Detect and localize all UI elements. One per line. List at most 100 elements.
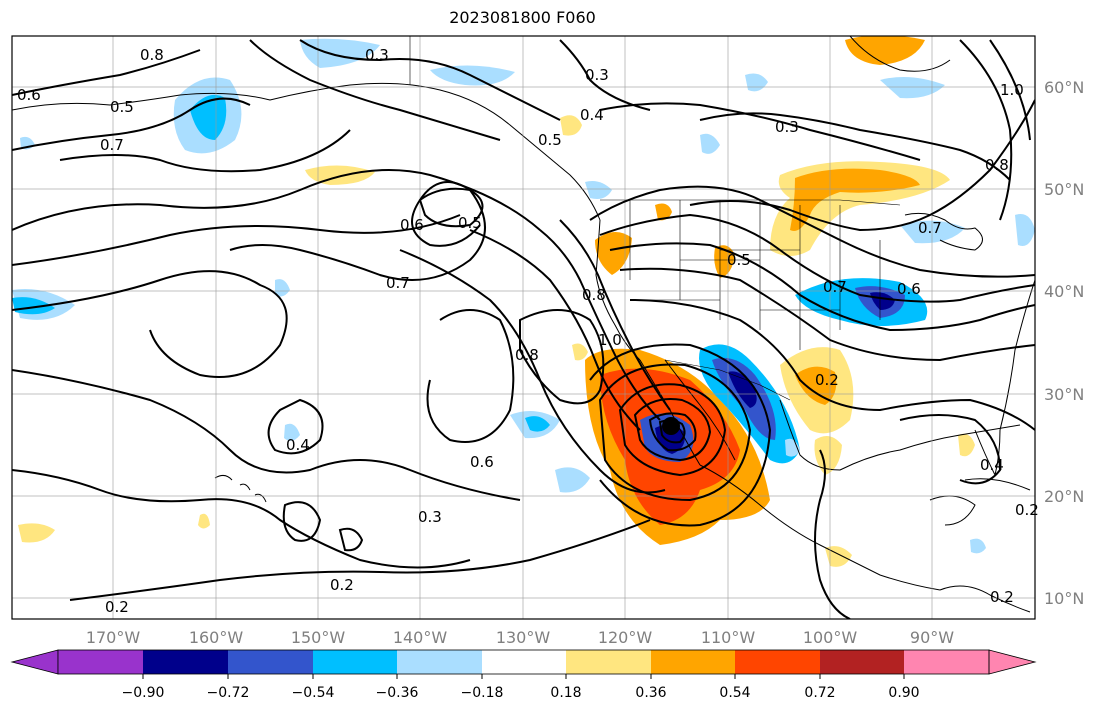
contour-line xyxy=(814,449,851,619)
contour-label: 0.6 xyxy=(470,453,494,471)
contour-line xyxy=(12,214,461,266)
colorbar-tick-label: −0.72 xyxy=(207,685,250,701)
contour-label: 0.7 xyxy=(823,278,847,296)
shade-positive-gulf-ak xyxy=(560,115,582,136)
contour-line xyxy=(609,242,1035,332)
lat-tick-label: 20°N xyxy=(1044,487,1084,506)
colorbar-segment xyxy=(651,650,735,674)
contour-line xyxy=(249,39,501,141)
contour-line xyxy=(12,469,471,569)
shade-positive-central-pac xyxy=(198,513,210,529)
lon-tick-label: 150°W xyxy=(291,628,346,647)
coastline-hudson xyxy=(849,36,951,72)
contour-label: 0.5 xyxy=(727,251,751,269)
colorbar-frame xyxy=(57,649,990,675)
contour-line xyxy=(267,398,324,455)
contour-line xyxy=(689,99,1035,232)
shade-negative-canada xyxy=(880,76,945,99)
contour-label: 0.8 xyxy=(140,46,164,64)
colorbar-tick-label: −0.36 xyxy=(376,685,419,701)
contour-label: 0.2 xyxy=(815,371,839,389)
lon-tick-label: 110°W xyxy=(701,628,756,647)
contour-line xyxy=(559,39,651,111)
border-states-a xyxy=(629,200,881,350)
shade-positive-sw-pac xyxy=(18,523,55,543)
contour-line xyxy=(699,112,1011,181)
colorbar-tick-label: 0.90 xyxy=(888,685,919,701)
contour-label-group: 0.8 0.3 0.6 0.5 0.7 0.3 0.4 0.5 0.3 1.0 … xyxy=(17,46,1039,616)
contour-label: 0.5 xyxy=(538,131,562,149)
contour-label: 0.3 xyxy=(585,66,609,84)
contour-line xyxy=(599,102,921,161)
lat-tick-label: 60°N xyxy=(1044,78,1084,97)
contour-label: 0.4 xyxy=(286,436,310,454)
border-us-canada xyxy=(600,199,901,206)
lat-tick-labels: 60°N 50°N 40°N 30°N 20°N 10°N xyxy=(1044,78,1084,608)
shade-positive-hudson xyxy=(845,36,925,65)
colorbar-tick-label: 0.36 xyxy=(635,685,666,701)
lon-tick-label: 100°W xyxy=(803,628,858,647)
shade-positive-oregon xyxy=(655,203,672,221)
lon-tick-label: 170°W xyxy=(86,628,141,647)
lon-tick-label: 140°W xyxy=(393,628,448,647)
map-panel: 0.8 0.3 0.6 0.5 0.7 0.3 0.4 0.5 0.3 1.0 … xyxy=(11,35,1084,647)
contour-line xyxy=(12,270,288,378)
coastline-east-us xyxy=(999,279,1035,431)
shade-negative-bc xyxy=(585,181,612,199)
contour-label: 0.8 xyxy=(515,346,539,364)
contour-label: 0.8 xyxy=(582,286,606,304)
contour-line xyxy=(959,39,1013,221)
coastline-baja-east xyxy=(664,359,736,461)
colorbar-segment xyxy=(58,650,143,674)
contour-label: 1.0 xyxy=(598,331,622,349)
coastline-central-america xyxy=(939,585,1031,613)
contour-label: 0.7 xyxy=(386,274,410,292)
contour-line xyxy=(12,49,201,96)
shade-negative-baja-south xyxy=(555,467,590,493)
shade-negative-baja-off-core xyxy=(525,416,550,432)
shade-negative-plains xyxy=(795,278,928,326)
colorbar-segment xyxy=(397,650,482,674)
lon-tick-labels: 170°W 160°W 150°W 140°W 130°W 120°W 110°… xyxy=(86,628,954,647)
coastline-west-us xyxy=(595,219,641,361)
storm-center-marker xyxy=(662,417,680,435)
shade-positive-dakotas-core xyxy=(790,168,920,231)
shade-negative-cpac xyxy=(284,423,300,441)
contour-line xyxy=(619,267,1035,362)
contour-label: 0.5 xyxy=(110,98,134,116)
contour-label: 0.7 xyxy=(918,219,942,237)
shade-negative-west-pac-core xyxy=(12,297,55,315)
coastline-gulf xyxy=(779,399,1021,471)
lon-tick-label: 160°W xyxy=(189,628,244,647)
contour-label: 0.4 xyxy=(980,456,1004,474)
lat-tick-label: 50°N xyxy=(1044,180,1084,199)
contour-line xyxy=(589,343,772,527)
contour-label: 0.6 xyxy=(897,280,921,298)
contour-line xyxy=(299,39,561,121)
contour-lines xyxy=(12,39,1035,619)
contour-label: 0.2 xyxy=(990,588,1014,606)
colorbar-extend-low xyxy=(10,649,59,675)
colorbar-segment xyxy=(228,650,313,674)
gridlines xyxy=(12,36,1035,619)
contour-label: 0.2 xyxy=(330,576,354,594)
colorbar-segment xyxy=(566,650,651,674)
shade-positive-gom-east xyxy=(958,433,975,457)
shade-positive-pacific-a xyxy=(305,165,375,185)
colorbar-segment xyxy=(820,650,904,674)
shade-negative-east xyxy=(1015,214,1035,246)
contour-label: 1.0 xyxy=(1000,81,1024,99)
contour-label: 0.5 xyxy=(458,214,482,232)
contour-label: 0.2 xyxy=(1015,501,1039,519)
coastline-great-lakes xyxy=(904,212,983,251)
contour-label: 0.3 xyxy=(418,508,442,526)
shade-positive-texas-core xyxy=(795,366,837,405)
contour-line xyxy=(338,527,364,552)
coastline-cuba xyxy=(964,478,1031,491)
contour-line xyxy=(589,185,1035,278)
contour-line xyxy=(633,398,712,462)
colorbar-tick-label: −0.18 xyxy=(461,685,504,701)
lat-tick-label: 10°N xyxy=(1044,589,1084,608)
border-us-mexico xyxy=(664,359,791,401)
